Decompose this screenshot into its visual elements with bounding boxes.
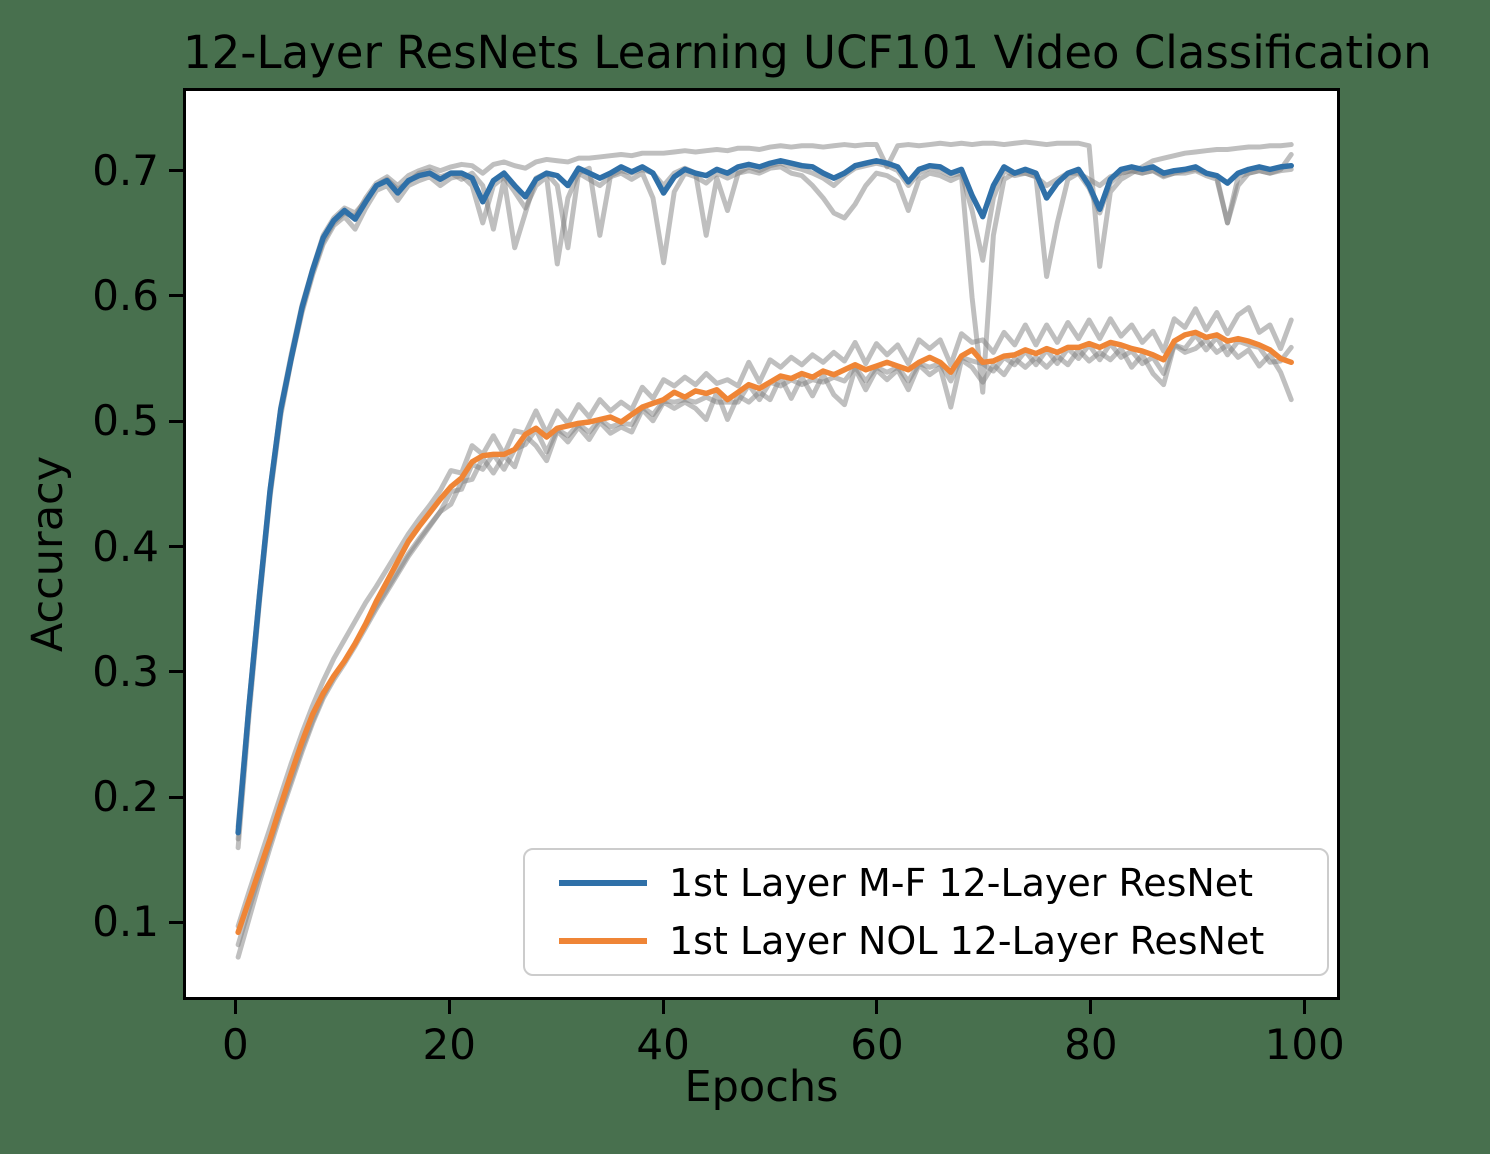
x-tick	[447, 1000, 451, 1014]
chart-title: 12-Layer ResNets Learning UCF101 Video C…	[183, 26, 1432, 79]
y-tick	[169, 419, 183, 423]
y-tick	[169, 294, 183, 298]
legend-item-mf: 1st Layer M-F 12-Layer ResNet	[525, 854, 1327, 912]
legend-line-swatch-blue	[559, 880, 647, 886]
x-tick	[1089, 1000, 1093, 1014]
x-axis-label: Epochs	[684, 1062, 839, 1112]
plot-svg	[235, 139, 1294, 960]
x-tick	[233, 1000, 237, 1014]
x-tick-label: 0	[222, 1020, 249, 1069]
plot-area: 1st Layer M-F 12-Layer ResNet 1st Layer …	[183, 88, 1340, 1000]
y-tick-label: 0.2	[92, 772, 159, 822]
y-tick-label: 0.3	[92, 646, 159, 696]
gray-run-line-5	[235, 332, 1294, 960]
x-tick-label: 100	[1264, 1020, 1345, 1069]
y-tick	[169, 920, 183, 924]
legend-label-nol: 1st Layer NOL 12-Layer ResNet	[669, 919, 1265, 963]
gray-run-line-3	[235, 305, 1294, 929]
legend: 1st Layer M-F 12-Layer ResNet 1st Layer …	[523, 848, 1329, 976]
y-tick-label: 0.1	[92, 897, 159, 947]
y-tick	[169, 670, 183, 674]
y-tick	[169, 795, 183, 799]
x-tick-label: 80	[1064, 1020, 1118, 1069]
legend-line-swatch-orange	[559, 938, 647, 944]
x-tick	[1303, 1000, 1307, 1014]
y-tick-label: 0.5	[92, 396, 159, 446]
x-tick	[875, 1000, 879, 1014]
y-tick-label: 0.6	[92, 270, 159, 320]
x-tick-label: 40	[636, 1020, 690, 1069]
orange-series-line	[235, 329, 1294, 936]
gray-run-line-0	[235, 139, 1294, 851]
y-tick-label: 0.4	[92, 521, 159, 571]
y-tick	[169, 169, 183, 173]
gray-run-line-1	[235, 164, 1294, 842]
y-tick-label: 0.7	[92, 145, 159, 195]
blue-series-line	[235, 158, 1294, 836]
y-tick	[169, 545, 183, 548]
x-tick-label: 20	[422, 1020, 476, 1069]
legend-label-mf: 1st Layer M-F 12-Layer ResNet	[669, 861, 1254, 905]
x-tick-label: 60	[850, 1020, 904, 1069]
gray-run-line-2	[235, 151, 1294, 830]
legend-item-nol: 1st Layer NOL 12-Layer ResNet	[525, 912, 1327, 970]
x-tick	[661, 1000, 665, 1014]
